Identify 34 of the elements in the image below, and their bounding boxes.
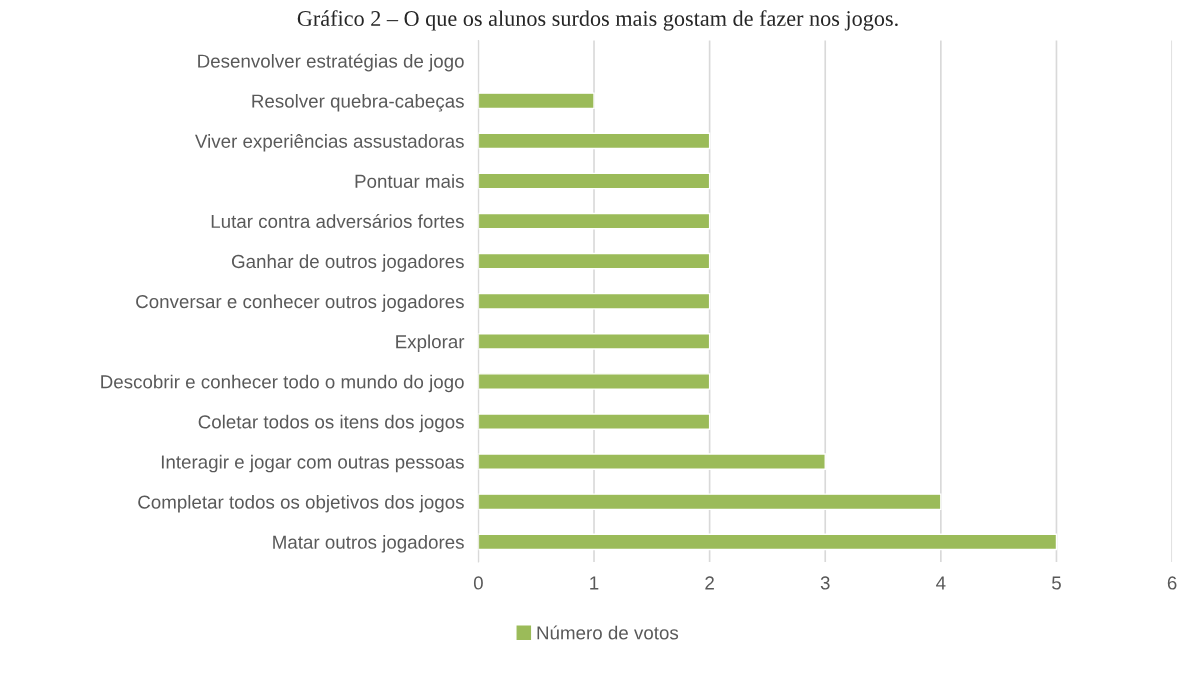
- bar: [478, 92, 595, 110]
- y-tick-label: Completar todos os objetivos dos jogos: [138, 494, 464, 513]
- y-tick-label: Pontuar mais: [355, 174, 464, 188]
- chart-title: Gráfico 2 – O que os alunos surdos mais gostam de fazer nos jogos.: [297, 10, 898, 31]
- x-tick-label: 2: [705, 576, 714, 590]
- bar: [478, 413, 711, 430]
- x-tick-label: 5: [1052, 576, 1061, 590]
- bar: [478, 493, 942, 511]
- bar: [478, 212, 711, 230]
- bar: [478, 292, 711, 310]
- y-tick-label: Resolver quebra-cabeças: [252, 93, 464, 112]
- y-tick-label: Desenvolver estratégias de jogo: [198, 53, 464, 72]
- x-tick-label: 0: [473, 576, 483, 590]
- x-tick-label: 3: [820, 576, 830, 590]
- bar: [478, 252, 711, 270]
- bar: [478, 533, 1058, 551]
- y-tick-label: Explorar: [396, 334, 465, 353]
- bar: [478, 333, 711, 350]
- y-tick-label: Viver experiências assustadoras: [195, 134, 464, 152]
- x-tick-label: 6: [1167, 576, 1177, 590]
- legend-label: Número de votos: [537, 625, 679, 640]
- bar: [478, 132, 711, 150]
- y-tick-label: Ganhar de outros jogadores: [231, 254, 464, 272]
- bar: [478, 373, 711, 390]
- bar: [478, 453, 826, 470]
- y-tick-label: Descobrir e conhecer todo o mundo do jogo: [101, 374, 464, 393]
- y-tick-label: Interagir e jogar com outras pessoas: [161, 454, 464, 473]
- x-tick-label: 1: [590, 576, 599, 590]
- y-tick-label: Coletar todos os itens dos jogos: [198, 414, 464, 433]
- x-tick-label: 4: [936, 576, 946, 590]
- y-tick-label: Lutar contra adversários fortes: [211, 214, 464, 229]
- bar: [478, 172, 711, 190]
- y-tick-label: Matar outros jogadores: [273, 535, 464, 553]
- y-tick-label: Conversar e conhecer outros jogadores: [136, 294, 464, 312]
